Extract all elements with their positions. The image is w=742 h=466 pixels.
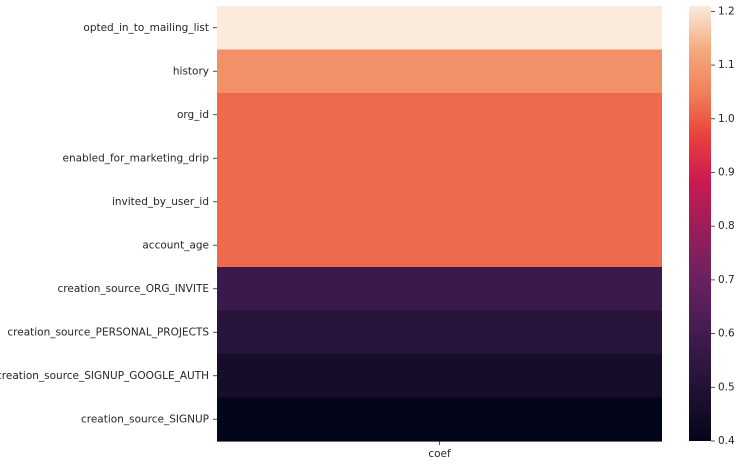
y-tick-label: enabled_for_marketing_drip [62,152,209,164]
colorbar-tick-label: 1.0 [718,113,735,125]
y-tick-label: opted_in_to_mailing_list [83,22,209,34]
heatmap-cell [217,49,662,94]
heatmap-cell [217,136,662,181]
x-tick-label: coef [428,448,451,460]
x-axis-labels: coef [428,441,451,460]
colorbar-tick-label: 0.7 [718,274,735,286]
heatmap-cell [217,180,662,225]
y-tick-label: history [173,65,209,77]
y-tick-label: invited_by_user_id [112,196,209,208]
y-tick-label: creation_source_SIGNUP [81,413,209,425]
heatmap-cell [217,310,662,355]
y-tick-label: creation_source_ORG_INVITE [58,283,209,295]
heatmap-cells [217,6,662,442]
colorbar-tick-label: 0.5 [718,381,735,393]
colorbar-ticks: 0.4 0.5 0.6 0.7 0.8 0.9 1.0 1.1 1.2 [711,5,735,447]
colorbar-gradient [689,6,711,441]
y-tick-label: account_age [142,239,209,251]
colorbar-tick-label: 1.1 [718,59,735,71]
heatmap-cell [217,223,662,268]
y-tick-label: creation_source_SIGNUP_GOOGLE_AUTH [0,370,209,382]
heatmap-cell [217,6,662,51]
colorbar-tick-label: 1.2 [718,5,735,17]
colorbar-tick-label: 0.4 [718,435,735,447]
heatmap-cell [217,267,662,312]
heatmap-cell [217,93,662,138]
colorbar-tick-label: 0.9 [718,166,735,178]
y-tick-label: org_id [177,109,209,121]
y-tick-label: creation_source_PERSONAL_PROJECTS [7,326,209,338]
colorbar-tick-label: 0.6 [718,328,735,340]
heatmap-cell [217,397,662,442]
colorbar-tick-label: 0.8 [718,220,735,232]
colorbar: 0.4 0.5 0.6 0.7 0.8 0.9 1.0 1.1 1.2 [689,5,735,447]
heatmap-cell [217,354,662,399]
